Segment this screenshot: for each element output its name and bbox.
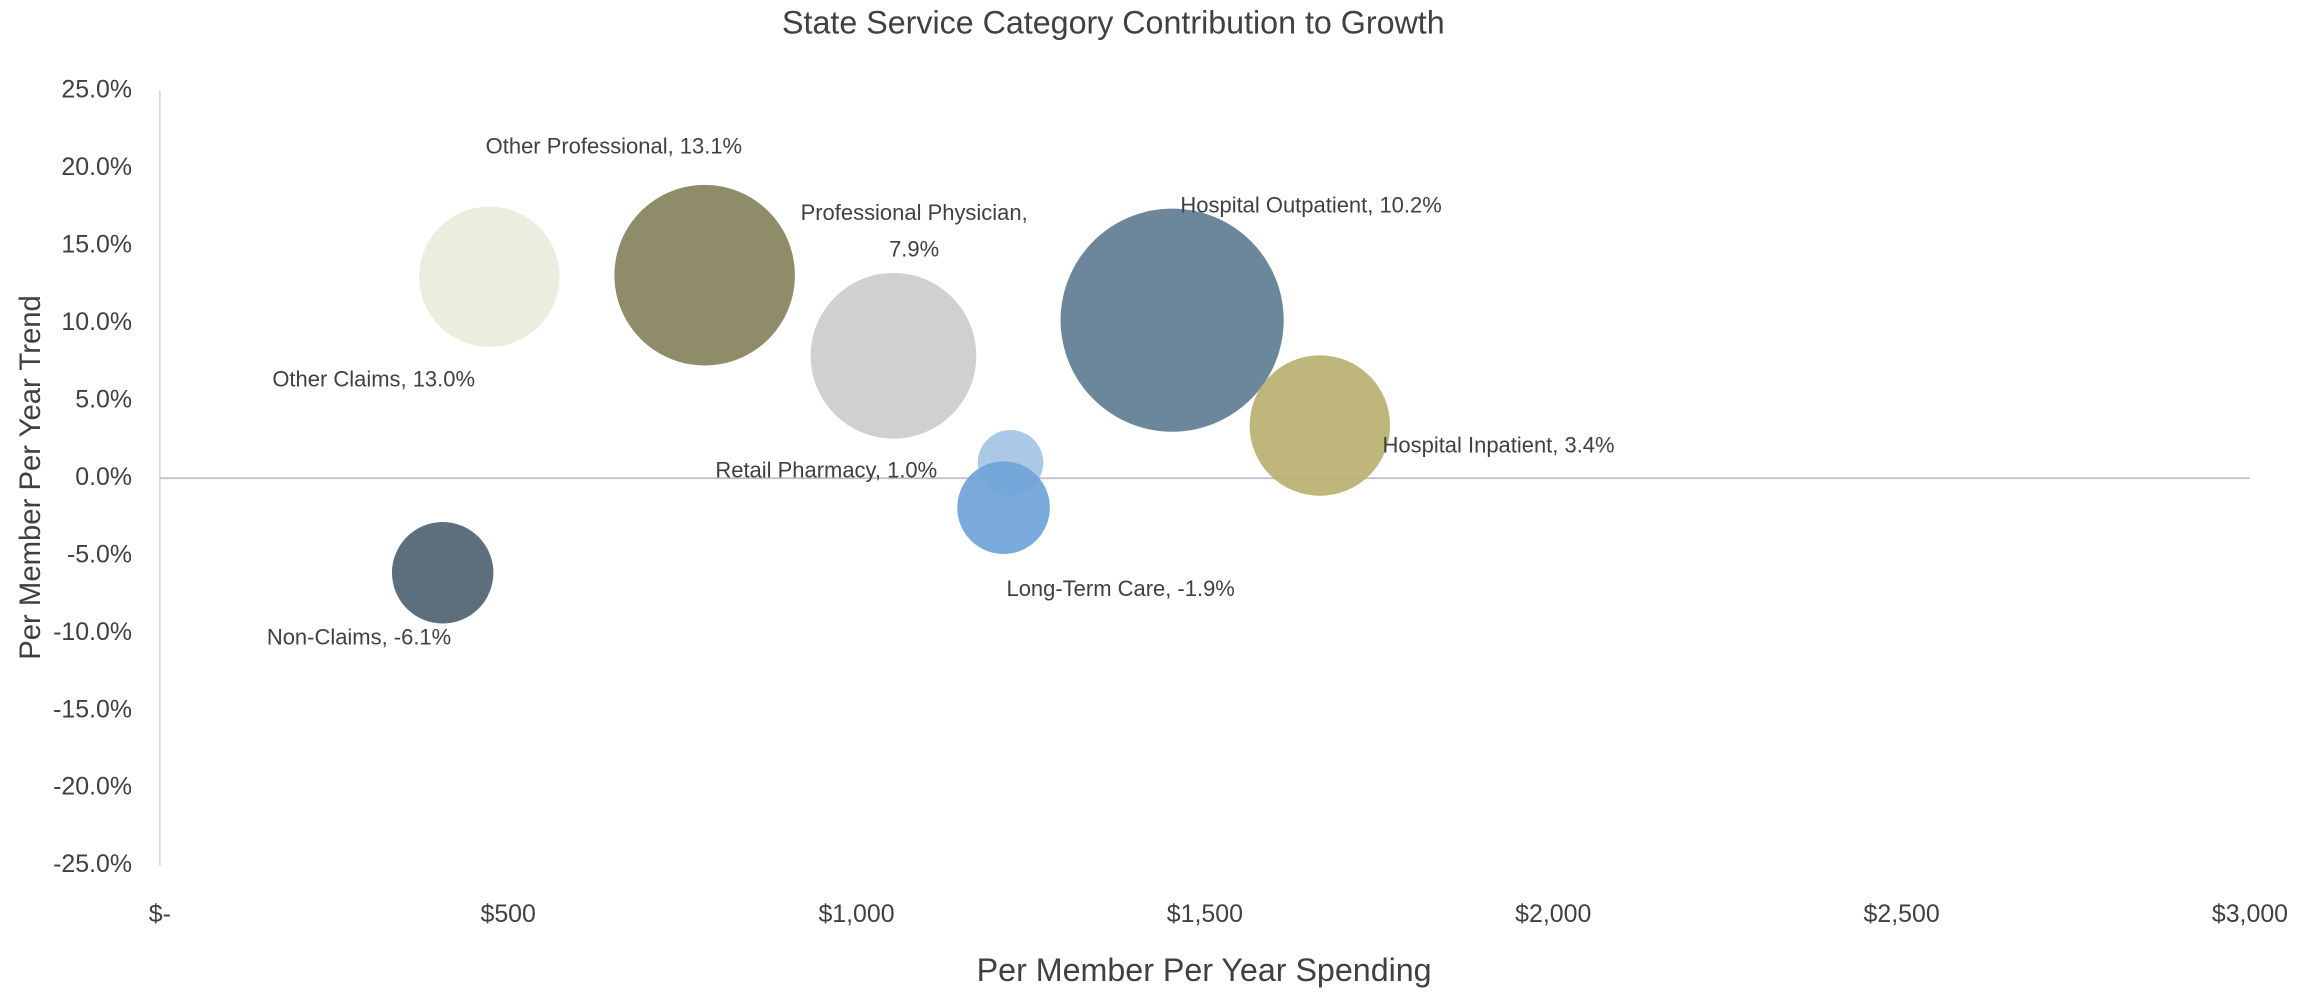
data-label: Non-Claims, -6.1% [267,624,451,649]
x-tick-label: $2,500 [1864,900,1940,928]
data-label: Hospital Inpatient, 3.4% [1383,433,1615,458]
y-tick-label: 20.0% [61,153,132,181]
data-label: Other Claims, 13.0% [272,367,475,392]
y-tick-label: -25.0% [53,850,132,878]
x-tick-label: $500 [480,900,535,928]
y-tick-label: 25.0% [61,75,132,103]
chart-title: State Service Category Contribution to G… [782,4,1445,40]
x-tick-label: $1,000 [818,900,894,928]
bubble [419,206,560,348]
bubble [614,184,795,366]
y-tick-label: -5.0% [67,540,132,568]
bubble [1060,208,1284,432]
y-tick-label: 0.0% [75,463,132,491]
x-axis-title: Per Member Per Year Spending [977,952,1432,988]
y-axis-title: Per Member Per Year Trend [14,295,47,660]
bubble [1249,355,1391,496]
x-tick-label: $2,000 [1515,900,1591,928]
y-tick-label: -15.0% [53,695,132,723]
data-label: Hospital Outpatient, 10.2% [1180,192,1441,217]
data-label: Long-Term Care, -1.9% [1007,576,1235,601]
data-label: Other Professional, 13.1% [486,134,742,159]
y-tick-label: -20.0% [53,773,132,801]
x-tick-label: $3,000 [2212,900,2288,928]
bubble [957,461,1050,554]
bubble [810,272,977,439]
y-tick-label: 5.0% [75,385,132,413]
data-label: Professional Physician, 7.9% [801,200,1028,262]
data-label: Retail Pharmacy, 1.0% [715,457,937,482]
x-tick-label: $1,500 [1167,900,1243,928]
x-tick-label: $- [149,900,171,928]
y-tick-label: 10.0% [61,308,132,336]
bubble [391,522,494,624]
y-tick-label: -10.0% [53,618,132,646]
y-tick-label: 15.0% [61,230,132,258]
